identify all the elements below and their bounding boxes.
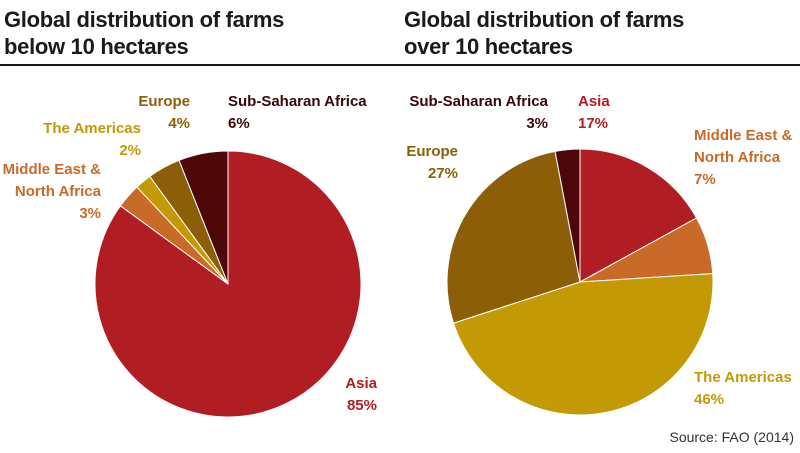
pie-chart-1 xyxy=(446,148,714,416)
slice-label-asia: Asia 17% xyxy=(578,93,610,132)
pie-slice-the-americas xyxy=(452,273,714,416)
slice-value-label: 3% xyxy=(79,205,101,222)
slice-label-the-americas: The Americas 2% xyxy=(43,120,141,159)
slice-value-label: 7% xyxy=(694,171,716,188)
slice-label-europe: Europe 4% xyxy=(138,93,190,132)
header-divider xyxy=(0,64,800,66)
slice-value-label: 6% xyxy=(228,115,250,132)
slice-label-sub-saharan-africa: Sub-Saharan Africa 6% xyxy=(228,93,367,132)
pie-chart-0 xyxy=(94,150,362,418)
chart-title-line: Global distribution of farms xyxy=(404,7,685,32)
slice-label-europe: Europe 27% xyxy=(406,143,458,182)
pie-slice-sub-saharan-africa xyxy=(554,148,581,283)
slice-value-label: 2% xyxy=(119,142,141,159)
slice-label-middle-east-north-africa: Middle East & North Africa 7% xyxy=(694,127,793,188)
chart-title-line: below 10 hectares xyxy=(4,34,189,59)
slice-value-label: 85% xyxy=(347,397,377,414)
chart-title-line: over 10 hectares xyxy=(404,34,573,59)
source-note: Source: FAO (2014) xyxy=(669,429,794,445)
pie-slice-sub-saharan-africa xyxy=(178,150,229,285)
slice-label-middle-east-north-africa: Middle East & North Africa 3% xyxy=(3,161,102,222)
pie-slice-asia xyxy=(579,148,698,283)
slice-value-label: 46% xyxy=(694,391,724,408)
slice-label-sub-saharan-africa: Sub-Saharan Africa 3% xyxy=(409,93,548,132)
chart-title-over-10: Global distribution of farms over 10 hec… xyxy=(404,6,684,60)
slice-label-asia: Asia 85% xyxy=(345,375,377,414)
chart-title-below-10: Global distribution of farms below 10 he… xyxy=(4,6,284,60)
chart-title-line: Global distribution of farms xyxy=(4,7,285,32)
slice-value-label: 27% xyxy=(428,165,458,182)
slice-value-label: 4% xyxy=(168,115,190,132)
pie-slice-europe xyxy=(446,150,581,324)
slice-value-label: 17% xyxy=(578,115,608,132)
slice-label-the-americas: The Americas 46% xyxy=(694,369,792,408)
slice-value-label: 3% xyxy=(526,115,548,132)
